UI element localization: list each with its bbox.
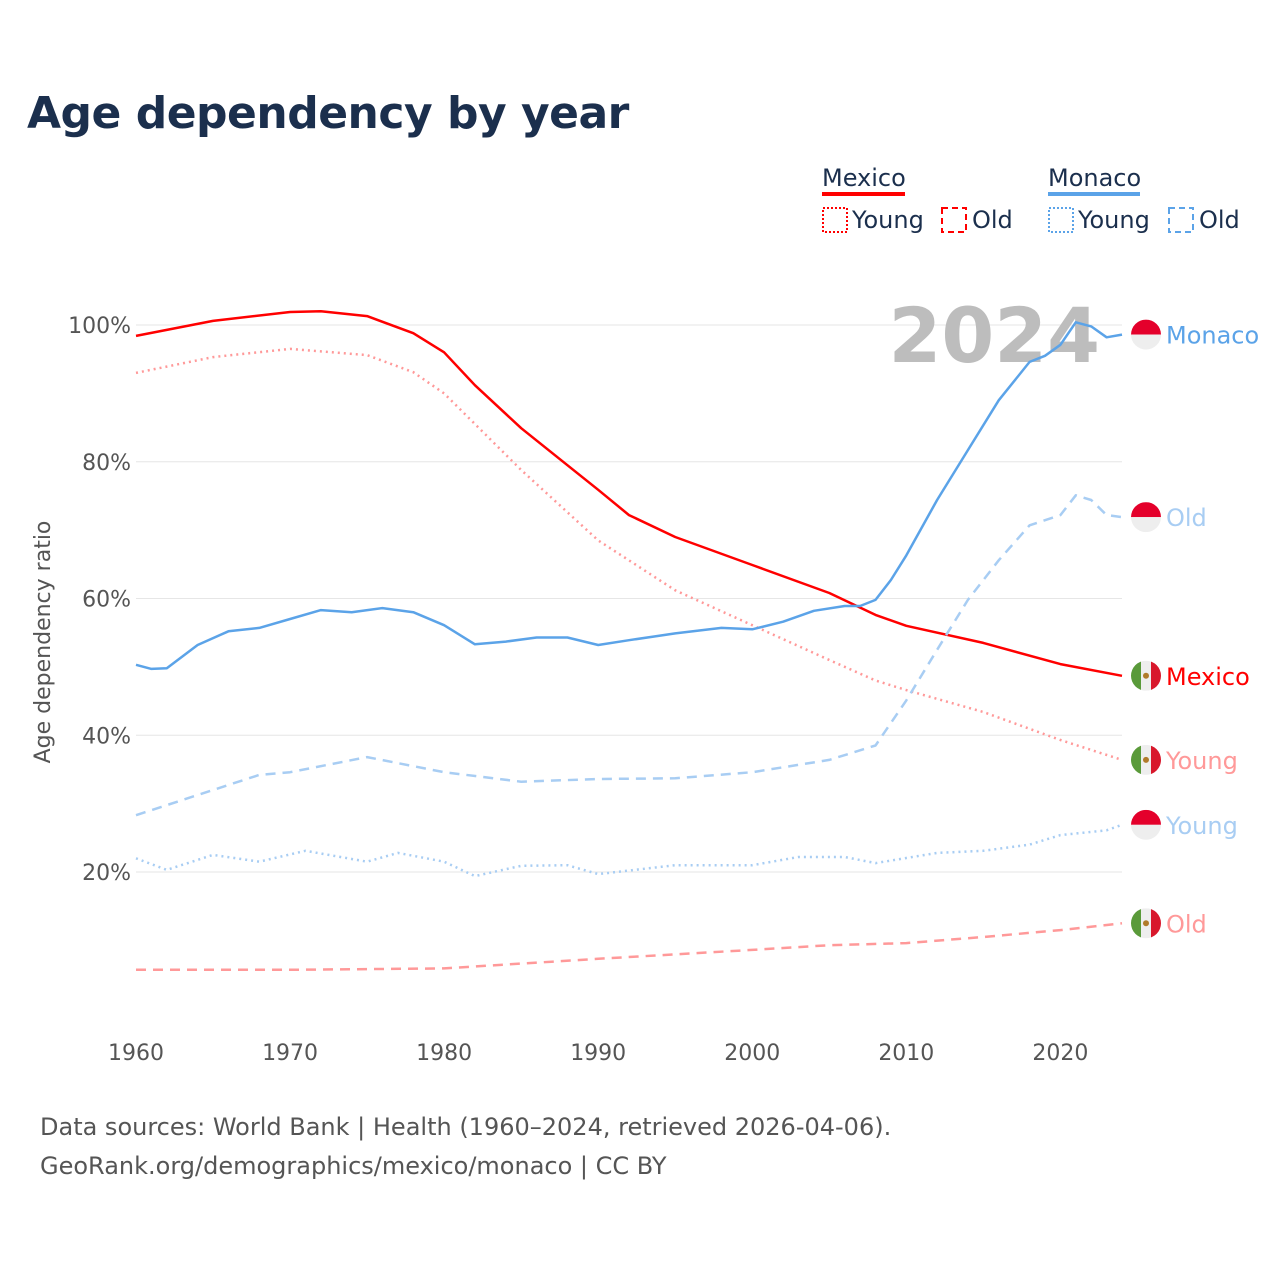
y-tick-label: 20% [82, 861, 131, 886]
monaco-flag-icon [1131, 502, 1161, 533]
legend-old-label: Old [1199, 206, 1240, 234]
source-note: Data sources: World Bank | Health (1960–… [40, 1108, 891, 1186]
legend-old-swatch [1168, 207, 1194, 233]
end-label: Mexico [1166, 663, 1250, 691]
x-tick-label: 2010 [878, 1041, 934, 1066]
mexico-flag-icon [1131, 908, 1161, 939]
chart-title: Age dependency by year [27, 88, 629, 139]
x-tick-label: 1960 [108, 1041, 164, 1066]
legend-young-label: Young [851, 206, 924, 234]
y-tick-label: 100% [68, 314, 131, 339]
y-axis-label: Age dependency ratio [31, 521, 56, 764]
y-tick-label: 80% [82, 451, 131, 476]
monaco-flag-icon [1131, 319, 1161, 350]
legend-group-swatch [822, 192, 905, 196]
source-line-2[interactable]: GeoRank.org/demographics/mexico/monaco |… [40, 1152, 667, 1180]
x-tick-label: 1990 [570, 1041, 626, 1066]
y-tick-label: 60% [82, 588, 131, 613]
end-label: Old [1166, 504, 1207, 532]
monaco-flag-icon [1131, 809, 1161, 840]
end-label: Monaco [1166, 322, 1259, 350]
series-line-mexico [135, 310, 1123, 678]
legend-young-swatch [1048, 207, 1074, 233]
x-tick-label: 1980 [416, 1041, 472, 1066]
source-line-1: Data sources: World Bank | Health (1960–… [40, 1113, 892, 1141]
legend-group-swatch [1048, 192, 1140, 196]
year-label: 2024 [888, 291, 1100, 380]
series-line-monaco-young [135, 823, 1123, 878]
legend-old-label: Old [972, 206, 1013, 234]
mexico-flag-icon [1131, 660, 1161, 691]
mexico-flag-icon [1131, 744, 1161, 775]
x-tick-label: 2000 [724, 1041, 780, 1066]
end-label: Young [1165, 747, 1238, 775]
end-label: Old [1166, 910, 1207, 938]
legend-group-title: Mexico [822, 164, 906, 192]
x-tick-label: 1970 [262, 1041, 318, 1066]
series-line-mexico-young [135, 347, 1123, 762]
legend-old-swatch [941, 207, 967, 233]
series-line-mexico-old [136, 922, 1123, 972]
x-tick-label: 2020 [1032, 1041, 1088, 1066]
legend-group-title: Monaco [1048, 164, 1141, 192]
end-label: Young [1165, 812, 1238, 840]
legend-young-swatch [822, 207, 848, 233]
legend-young-label: Young [1077, 206, 1150, 234]
series-line-monaco-old [135, 494, 1123, 817]
series-line-monaco [135, 321, 1123, 671]
y-tick-label: 40% [82, 724, 131, 749]
